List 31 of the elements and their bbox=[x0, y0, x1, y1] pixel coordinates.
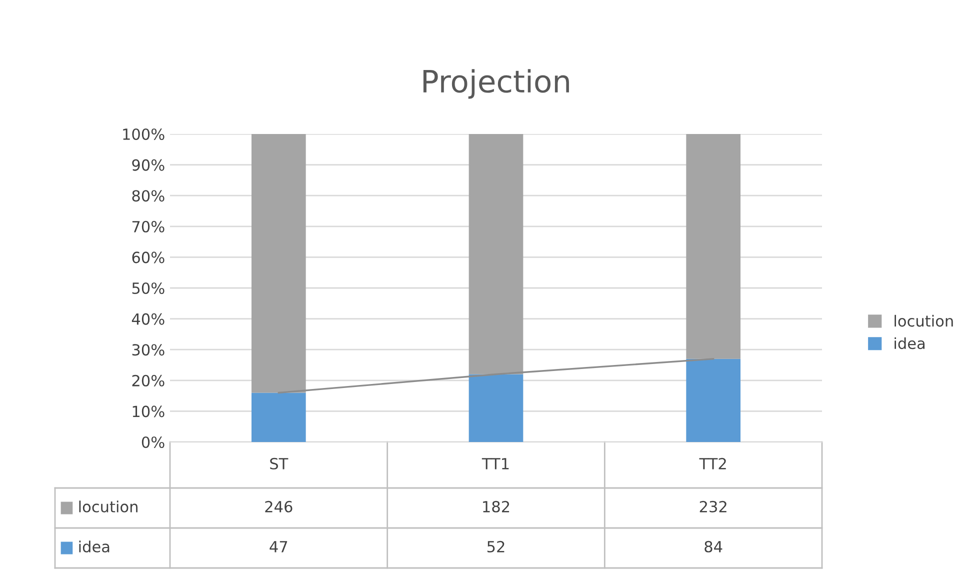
bar bbox=[468, 134, 524, 374]
y-tick-label: 70% bbox=[132, 220, 164, 232]
text: locution bbox=[79, 500, 138, 512]
text: 246 bbox=[265, 500, 292, 512]
bar bbox=[686, 134, 740, 359]
legend-label: locution bbox=[894, 314, 953, 327]
text: 182 bbox=[483, 500, 510, 512]
y-tick-label: 100% bbox=[123, 128, 164, 140]
text: 232 bbox=[700, 500, 726, 512]
bar bbox=[252, 392, 306, 442]
y-tick-label: 60% bbox=[132, 252, 164, 264]
y-tick-label: 50% bbox=[132, 282, 164, 294]
x-tick-label: TT1 bbox=[482, 458, 509, 470]
x-tick-label: TT2 bbox=[699, 458, 726, 470]
text: idea bbox=[79, 540, 110, 552]
y-tick-label: 90% bbox=[132, 159, 164, 171]
text: 47 bbox=[270, 541, 288, 552]
y-tick-label: 20% bbox=[132, 374, 164, 386]
y-tick-label: 30% bbox=[132, 344, 164, 356]
y-tick-label: 0% bbox=[142, 436, 164, 448]
y-tick-label: 10% bbox=[132, 406, 164, 418]
text: 52 bbox=[487, 540, 504, 552]
y-tick-label: 80% bbox=[132, 190, 164, 202]
x-tick-label: ST bbox=[270, 458, 288, 470]
bar bbox=[252, 134, 306, 393]
legend-label: idea bbox=[894, 337, 925, 350]
bar bbox=[686, 358, 740, 442]
text: 84 bbox=[704, 540, 722, 552]
chart-title: Projection bbox=[423, 69, 569, 99]
bar bbox=[468, 374, 524, 442]
y-tick-label: 40% bbox=[132, 313, 164, 325]
